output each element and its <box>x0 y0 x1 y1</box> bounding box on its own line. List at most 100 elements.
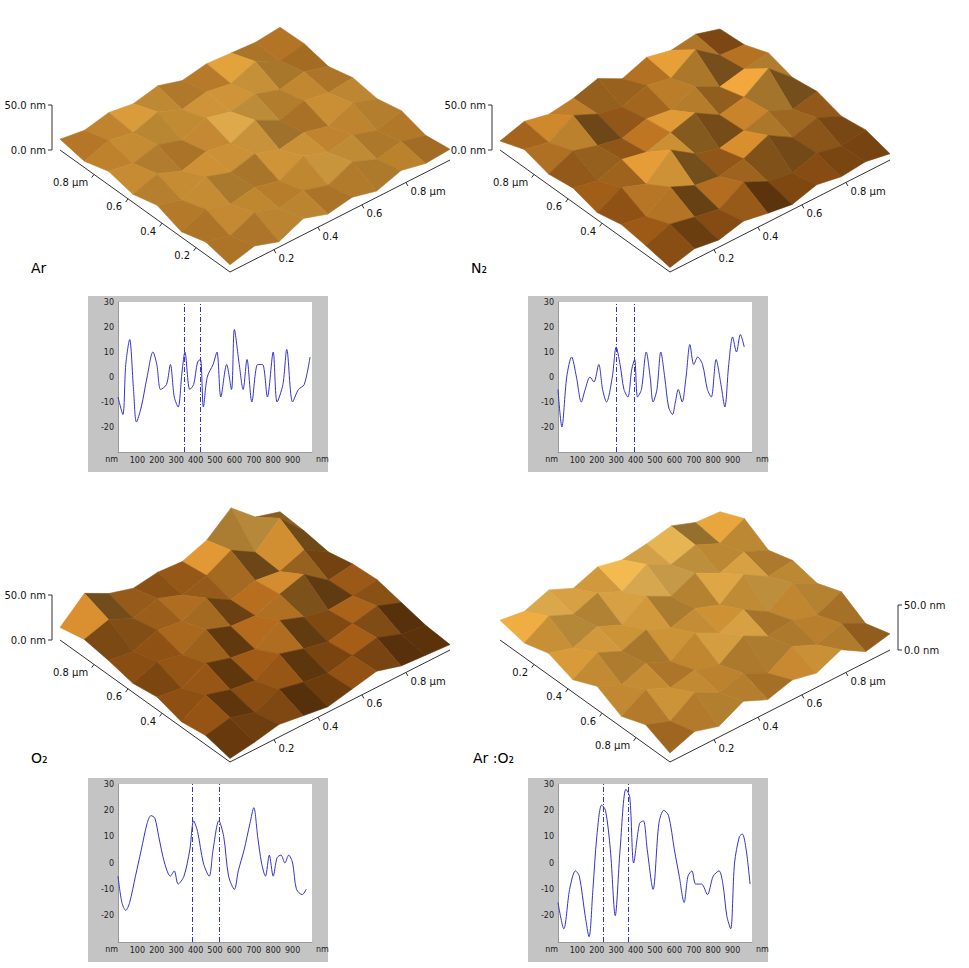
svg-text:900: 900 <box>285 456 300 465</box>
svg-text:-10: -10 <box>541 398 554 407</box>
svg-text:0.6: 0.6 <box>580 716 596 727</box>
svg-text:700: 700 <box>246 946 261 955</box>
svg-text:0.8 µm: 0.8 µm <box>53 177 88 188</box>
svg-text:0.4: 0.4 <box>546 691 562 702</box>
svg-text:100: 100 <box>570 456 585 465</box>
svg-text:0.4: 0.4 <box>323 721 339 732</box>
svg-text:0.8 µm: 0.8 µm <box>493 177 528 188</box>
svg-text:0.2: 0.2 <box>174 250 190 261</box>
svg-text:0.4: 0.4 <box>580 226 596 237</box>
svg-text:nm: nm <box>105 945 118 954</box>
svg-text:30: 30 <box>544 298 554 307</box>
svg-text:0: 0 <box>109 373 114 382</box>
svg-text:0.6: 0.6 <box>106 691 122 702</box>
svg-text:400: 400 <box>628 456 643 465</box>
svg-text:-20: -20 <box>101 423 114 432</box>
svg-text:-20: -20 <box>541 423 554 432</box>
svg-text:30: 30 <box>104 298 114 307</box>
svg-text:50.0 nm: 50.0 nm <box>4 100 46 111</box>
svg-text:0.2: 0.2 <box>512 667 528 678</box>
svg-text:600: 600 <box>227 456 242 465</box>
svg-text:400: 400 <box>188 456 203 465</box>
svg-text:300: 300 <box>169 946 184 955</box>
svg-text:0.4: 0.4 <box>140 716 156 727</box>
svg-text:0.8 µm: 0.8 µm <box>851 676 886 687</box>
svg-text:800: 800 <box>706 946 721 955</box>
svg-text:nm: nm <box>545 945 558 954</box>
svg-text:100: 100 <box>130 946 145 955</box>
svg-text:0.2: 0.2 <box>279 743 295 754</box>
svg-text:nm: nm <box>756 455 769 464</box>
svg-text:500: 500 <box>207 946 222 955</box>
svg-text:0.4: 0.4 <box>763 721 779 732</box>
svg-text:200: 200 <box>589 456 604 465</box>
svg-text:0.6: 0.6 <box>367 208 383 219</box>
svg-text:10: 10 <box>544 348 554 357</box>
svg-text:500: 500 <box>647 456 662 465</box>
svg-text:0.2: 0.2 <box>719 253 735 264</box>
svg-text:0.4: 0.4 <box>763 231 779 242</box>
svg-text:0.8 µm: 0.8 µm <box>411 186 446 197</box>
svg-text:0.4: 0.4 <box>140 226 156 237</box>
svg-text:nm: nm <box>756 945 769 954</box>
svg-text:0.6: 0.6 <box>106 201 122 212</box>
svg-text:900: 900 <box>725 456 740 465</box>
svg-text:0.6: 0.6 <box>546 201 562 212</box>
svg-text:700: 700 <box>686 456 701 465</box>
svg-text:10: 10 <box>104 832 114 841</box>
svg-text:O₂: O₂ <box>31 750 48 766</box>
svg-text:400: 400 <box>188 946 203 955</box>
svg-text:600: 600 <box>667 946 682 955</box>
svg-text:400: 400 <box>628 946 643 955</box>
svg-text:300: 300 <box>609 946 624 955</box>
svg-text:0.8 µm: 0.8 µm <box>411 676 446 687</box>
svg-text:-20: -20 <box>541 911 554 920</box>
svg-text:200: 200 <box>149 946 164 955</box>
svg-text:900: 900 <box>285 946 300 955</box>
svg-text:0: 0 <box>109 859 114 868</box>
svg-text:0.2: 0.2 <box>279 253 295 264</box>
svg-text:500: 500 <box>647 946 662 955</box>
svg-text:0.4: 0.4 <box>323 231 339 242</box>
svg-text:50.0 nm: 50.0 nm <box>444 100 486 111</box>
svg-text:30: 30 <box>104 780 114 789</box>
svg-text:0.8 µm: 0.8 µm <box>53 667 88 678</box>
svg-text:50.0 nm: 50.0 nm <box>904 600 946 611</box>
svg-text:0.8 µm: 0.8 µm <box>595 740 630 751</box>
svg-text:100: 100 <box>570 946 585 955</box>
svg-text:nm: nm <box>316 455 329 464</box>
svg-text:0.6: 0.6 <box>807 208 823 219</box>
svg-text:-10: -10 <box>541 885 554 894</box>
svg-text:0.0 nm: 0.0 nm <box>11 145 46 156</box>
svg-text:200: 200 <box>589 946 604 955</box>
svg-text:100: 100 <box>130 456 145 465</box>
svg-text:700: 700 <box>686 946 701 955</box>
svg-text:300: 300 <box>169 456 184 465</box>
svg-text:-10: -10 <box>101 885 114 894</box>
svg-text:0.6: 0.6 <box>367 698 383 709</box>
svg-text:Ar: Ar <box>31 260 47 276</box>
svg-text:0.8 µm: 0.8 µm <box>851 186 886 197</box>
svg-text:0: 0 <box>549 859 554 868</box>
svg-text:30: 30 <box>544 780 554 789</box>
svg-text:800: 800 <box>706 456 721 465</box>
svg-text:0.0 nm: 0.0 nm <box>904 645 939 656</box>
svg-text:200: 200 <box>149 456 164 465</box>
svg-text:700: 700 <box>246 456 261 465</box>
svg-text:900: 900 <box>725 946 740 955</box>
svg-text:nm: nm <box>316 945 329 954</box>
svg-text:500: 500 <box>207 456 222 465</box>
svg-text:20: 20 <box>544 323 554 332</box>
svg-text:50.0 nm: 50.0 nm <box>4 590 46 601</box>
svg-text:20: 20 <box>104 806 114 815</box>
svg-text:nm: nm <box>105 455 118 464</box>
svg-text:20: 20 <box>544 806 554 815</box>
svg-text:-10: -10 <box>101 398 114 407</box>
svg-text:600: 600 <box>667 456 682 465</box>
svg-text:Ar :O₂: Ar :O₂ <box>473 750 514 766</box>
svg-text:300: 300 <box>609 456 624 465</box>
svg-text:800: 800 <box>266 946 281 955</box>
svg-text:0: 0 <box>549 373 554 382</box>
svg-text:0.6: 0.6 <box>807 698 823 709</box>
svg-text:10: 10 <box>544 832 554 841</box>
